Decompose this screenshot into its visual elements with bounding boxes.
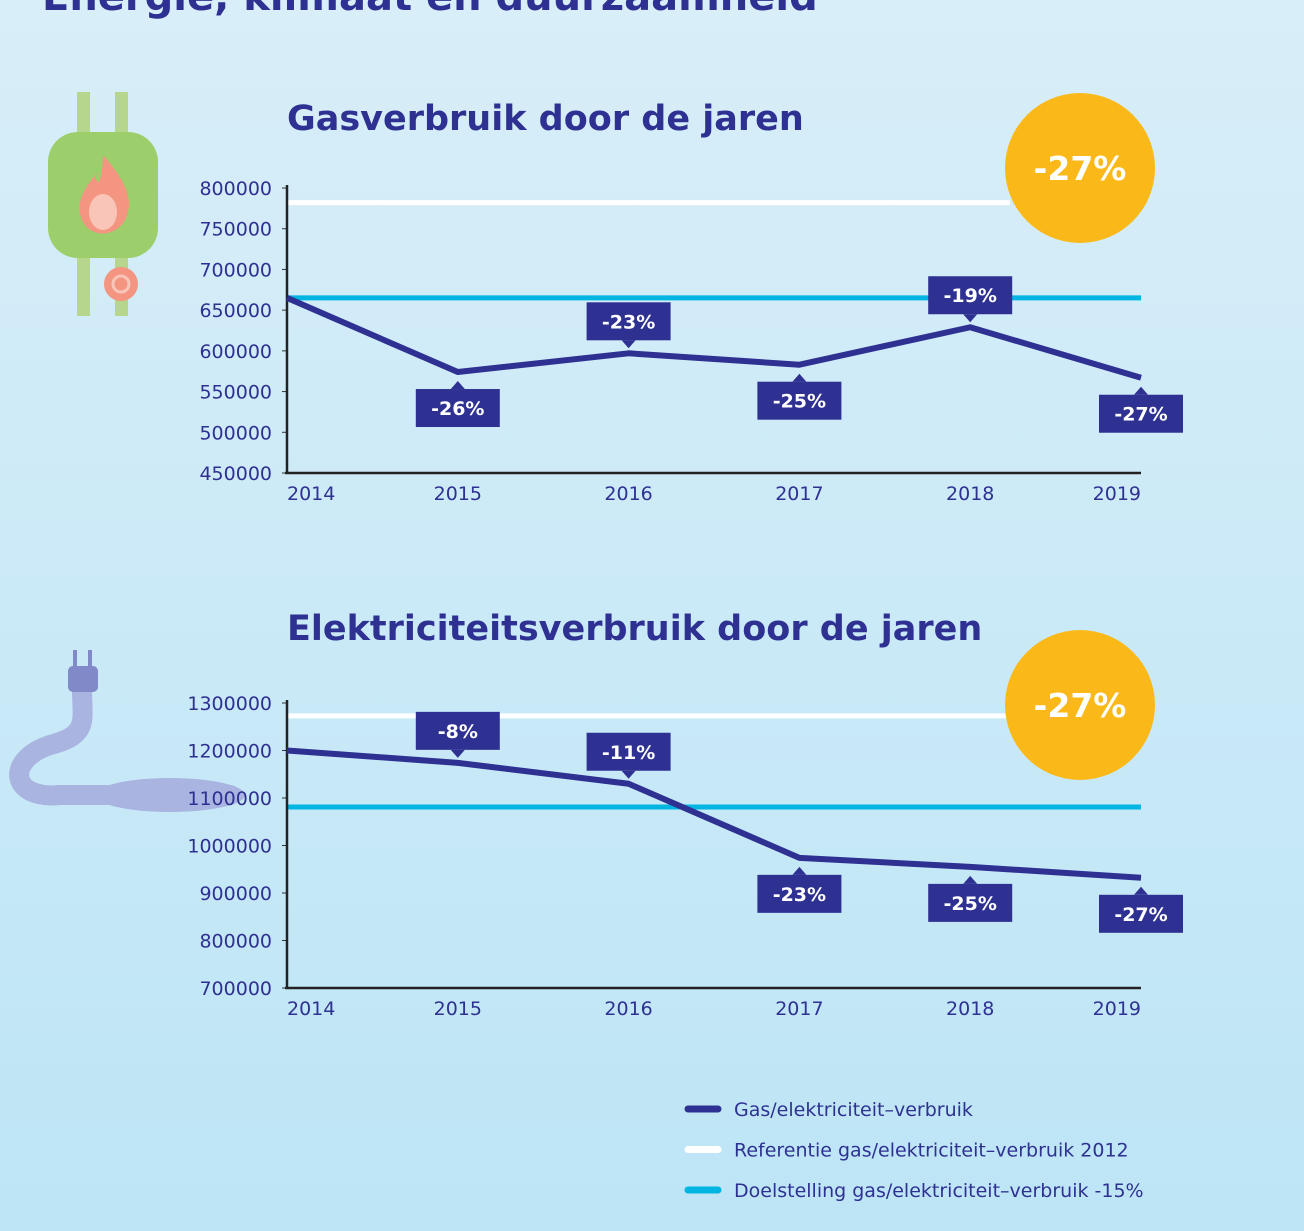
x-tick-label: 2017 <box>775 998 823 1020</box>
x-tick-label: 2017 <box>775 483 823 505</box>
y-tick-label: 700000 <box>199 978 272 1000</box>
x-tick-label: 2018 <box>946 483 994 505</box>
y-tick-label: 750000 <box>199 219 272 241</box>
x-tick-label: 2016 <box>604 998 652 1020</box>
annotation-label: -8% <box>438 721 478 743</box>
x-tick-label: 2015 <box>434 998 482 1020</box>
legend-label: Doelstelling gas/elektriciteit–verbruik … <box>734 1180 1144 1202</box>
x-tick-label: 2019 <box>1093 998 1141 1020</box>
page-title: Energie, klimaat en duurzaamheid <box>42 0 818 20</box>
x-tick-label: 2018 <box>946 998 994 1020</box>
annotation-label: -26% <box>431 398 484 420</box>
annotation-label: -11% <box>602 742 655 764</box>
y-tick-label: 600000 <box>199 341 272 363</box>
x-tick-label: 2014 <box>287 998 335 1020</box>
y-tick-label: 500000 <box>199 422 272 444</box>
annotation-label: -27% <box>1114 904 1167 926</box>
y-tick-label: 550000 <box>199 382 272 404</box>
y-tick-label: 650000 <box>199 300 272 322</box>
y-tick-label: 1000000 <box>187 836 272 858</box>
y-tick-label: 1100000 <box>187 788 272 810</box>
chart-title: Gasverbruik door de jaren <box>287 99 804 139</box>
x-tick-label: 2019 <box>1093 483 1141 505</box>
badge-label: -27% <box>1034 686 1127 725</box>
legend-label: Gas/elektriciteit–verbruik <box>734 1099 973 1121</box>
x-tick-label: 2014 <box>287 483 335 505</box>
legend-label: Referentie gas/elektriciteit–verbruik 20… <box>734 1140 1129 1162</box>
infographic: Energie, klimaat en duurzaamheid Gasverb… <box>0 0 1304 1231</box>
y-tick-label: 1200000 <box>187 741 272 763</box>
chart-title: Elektriciteitsverbruik door de jaren <box>287 609 982 649</box>
annotation-label: -19% <box>944 285 997 307</box>
annotation-label: -25% <box>773 391 826 413</box>
x-tick-label: 2016 <box>604 483 652 505</box>
annotation-label: -25% <box>944 893 997 915</box>
y-tick-label: 1300000 <box>187 693 272 715</box>
annotation-label: -23% <box>773 884 826 906</box>
y-tick-label: 800000 <box>199 931 272 953</box>
y-tick-label: 450000 <box>199 463 272 485</box>
y-tick-label: 800000 <box>199 178 272 200</box>
x-tick-label: 2015 <box>434 483 482 505</box>
annotation-label: -23% <box>602 311 655 333</box>
badge-label: -27% <box>1034 149 1127 188</box>
y-tick-label: 900000 <box>199 883 272 905</box>
annotation-label: -27% <box>1114 404 1167 426</box>
y-tick-label: 700000 <box>199 259 272 281</box>
